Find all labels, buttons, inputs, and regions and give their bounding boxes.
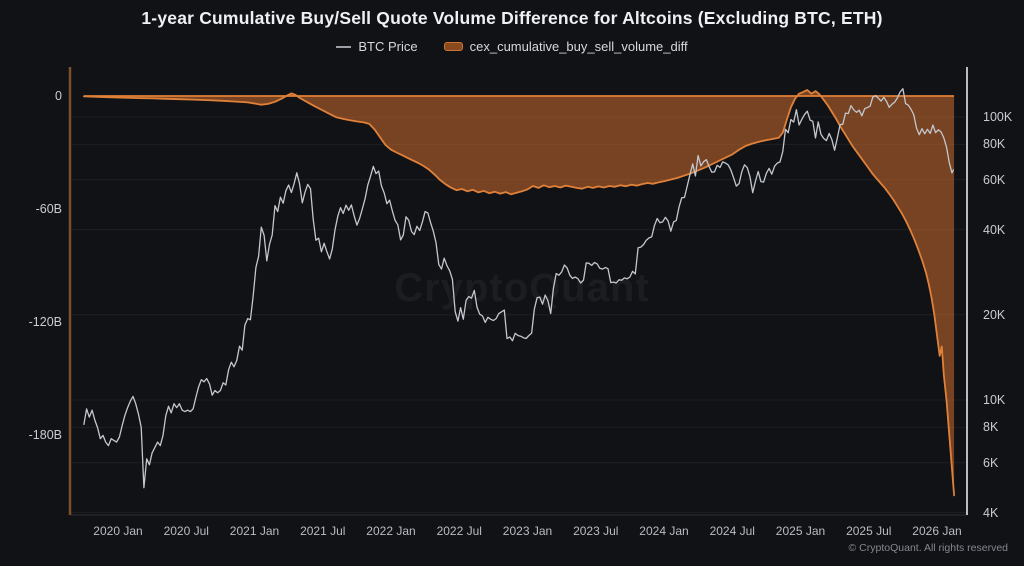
- x-axis-tick-label: 2020 Jul: [163, 524, 209, 538]
- chart-title: 1-year Cumulative Buy/Sell Quote Volume …: [141, 8, 883, 28]
- y-left-tick-label: -180B: [28, 428, 62, 442]
- legend-label-btc-price: BTC Price: [358, 39, 418, 54]
- line-swatch-icon: [336, 45, 352, 48]
- x-axis-tick-label: 2025 Jul: [846, 524, 892, 538]
- y-right-tick-label: 60K: [983, 172, 1006, 187]
- y-right-tick-label: 20K: [983, 307, 1006, 322]
- y-right-tick-label: 10K: [983, 393, 1006, 407]
- y-left-tick-label: -120B: [28, 315, 62, 329]
- x-axis-tick-label: 2024 Jul: [709, 524, 755, 538]
- y-left-tick-label: -60B: [35, 202, 62, 216]
- y-right-tick-label: 6K: [983, 455, 999, 470]
- x-axis-tick-label: 2026 Jan: [912, 524, 962, 538]
- y-left-tick-label: 0: [55, 89, 62, 103]
- legend: BTC Price cex_cumulative_buy_sell_volume…: [0, 39, 1024, 54]
- legend-item-btc-price[interactable]: BTC Price: [336, 39, 418, 54]
- y-right-tick-label: 40K: [983, 222, 1006, 237]
- legend-label-volume-diff: cex_cumulative_buy_sell_volume_diff: [469, 39, 688, 54]
- area-swatch-icon: [443, 42, 463, 51]
- x-axis-tick-label: 2025 Jan: [775, 524, 826, 538]
- y-right-tick-label: 100K: [983, 110, 1013, 124]
- x-axis-tick-label: 2021 Jan: [229, 524, 280, 538]
- x-axis-tick-label: 2024 Jan: [639, 524, 689, 538]
- y-right-tick-label: 8K: [983, 420, 999, 435]
- volume-diff-area: [83, 90, 955, 496]
- x-axis-tick-label: 2020 Jan: [93, 524, 143, 538]
- x-axis-tick-label: 2021 Jul: [300, 524, 346, 538]
- y-right-tick-label: 80K: [983, 137, 1006, 152]
- copyright-notice: © CryptoQuant. All rights reserved: [848, 542, 1008, 554]
- volume-diff-line: [83, 89, 955, 497]
- legend-item-volume-diff[interactable]: cex_cumulative_buy_sell_volume_diff: [443, 39, 688, 54]
- x-axis-tick-label: 2023 Jul: [573, 524, 619, 538]
- y-right-tick-label: 4K: [983, 505, 999, 520]
- x-axis-tick-label: 2023 Jan: [502, 524, 553, 538]
- x-axis-tick-label: 2022 Jan: [366, 524, 416, 538]
- btc-price-line: [83, 88, 955, 489]
- x-axis-tick-label: 2022 Jul: [436, 524, 482, 538]
